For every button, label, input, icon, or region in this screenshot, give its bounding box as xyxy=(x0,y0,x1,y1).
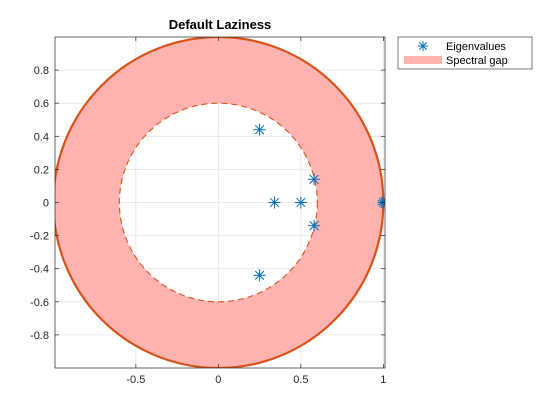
eigenvalue-point xyxy=(308,173,321,186)
legend: Eigenvalues Spectral gap xyxy=(397,36,533,70)
legend-spectral-gap-swatch xyxy=(404,56,442,64)
legend-asterisk xyxy=(418,41,428,51)
y-tick-label: -0.2 xyxy=(30,231,49,243)
y-tick-label: 0.4 xyxy=(34,131,49,143)
chart-title: Default Laziness xyxy=(169,17,272,32)
eigenvalue-point xyxy=(308,219,321,232)
y-tick-label: -0.6 xyxy=(30,297,49,309)
eigenvalue-point xyxy=(253,269,266,282)
legend-label-spectral-gap: Spectral gap xyxy=(446,55,508,67)
legend-label-eigenvalues: Eigenvalues xyxy=(446,41,506,53)
marker-stroke xyxy=(419,42,427,50)
x-tick-label: 0 xyxy=(215,374,221,386)
y-tick-label: 0.2 xyxy=(34,164,49,176)
x-tick-label: 0.5 xyxy=(293,374,308,386)
y-tick-label: 0.6 xyxy=(34,98,49,110)
y-tick-label: -0.4 xyxy=(30,264,49,276)
y-tick-label: 0.8 xyxy=(34,65,49,77)
marker-stroke xyxy=(309,220,319,231)
x-tick-label: 1 xyxy=(380,374,386,386)
eigenvalue-point xyxy=(294,196,307,209)
marker-stroke xyxy=(296,197,306,208)
x-tick-label: -0.5 xyxy=(126,374,145,386)
marker-stroke xyxy=(269,197,280,208)
eigenvalue-point xyxy=(268,196,281,209)
legend-eigenvalues-marker xyxy=(418,41,428,51)
spectral-gap-fill xyxy=(55,37,384,368)
eigenvalue-point xyxy=(253,123,266,136)
marker-stroke xyxy=(254,125,265,135)
marker-stroke xyxy=(254,270,265,280)
marker-stroke xyxy=(309,174,319,185)
spectral-gap-inner-edge xyxy=(118,102,318,303)
y-tick-label: 0 xyxy=(43,198,49,210)
y-tick-label: -0.8 xyxy=(30,330,49,342)
ticks: -0.5 0 0.5 1 0.8 0.6 0.4 0.2 0 -0.2 -0.4 -0.6 -0.8 xyxy=(30,37,386,386)
